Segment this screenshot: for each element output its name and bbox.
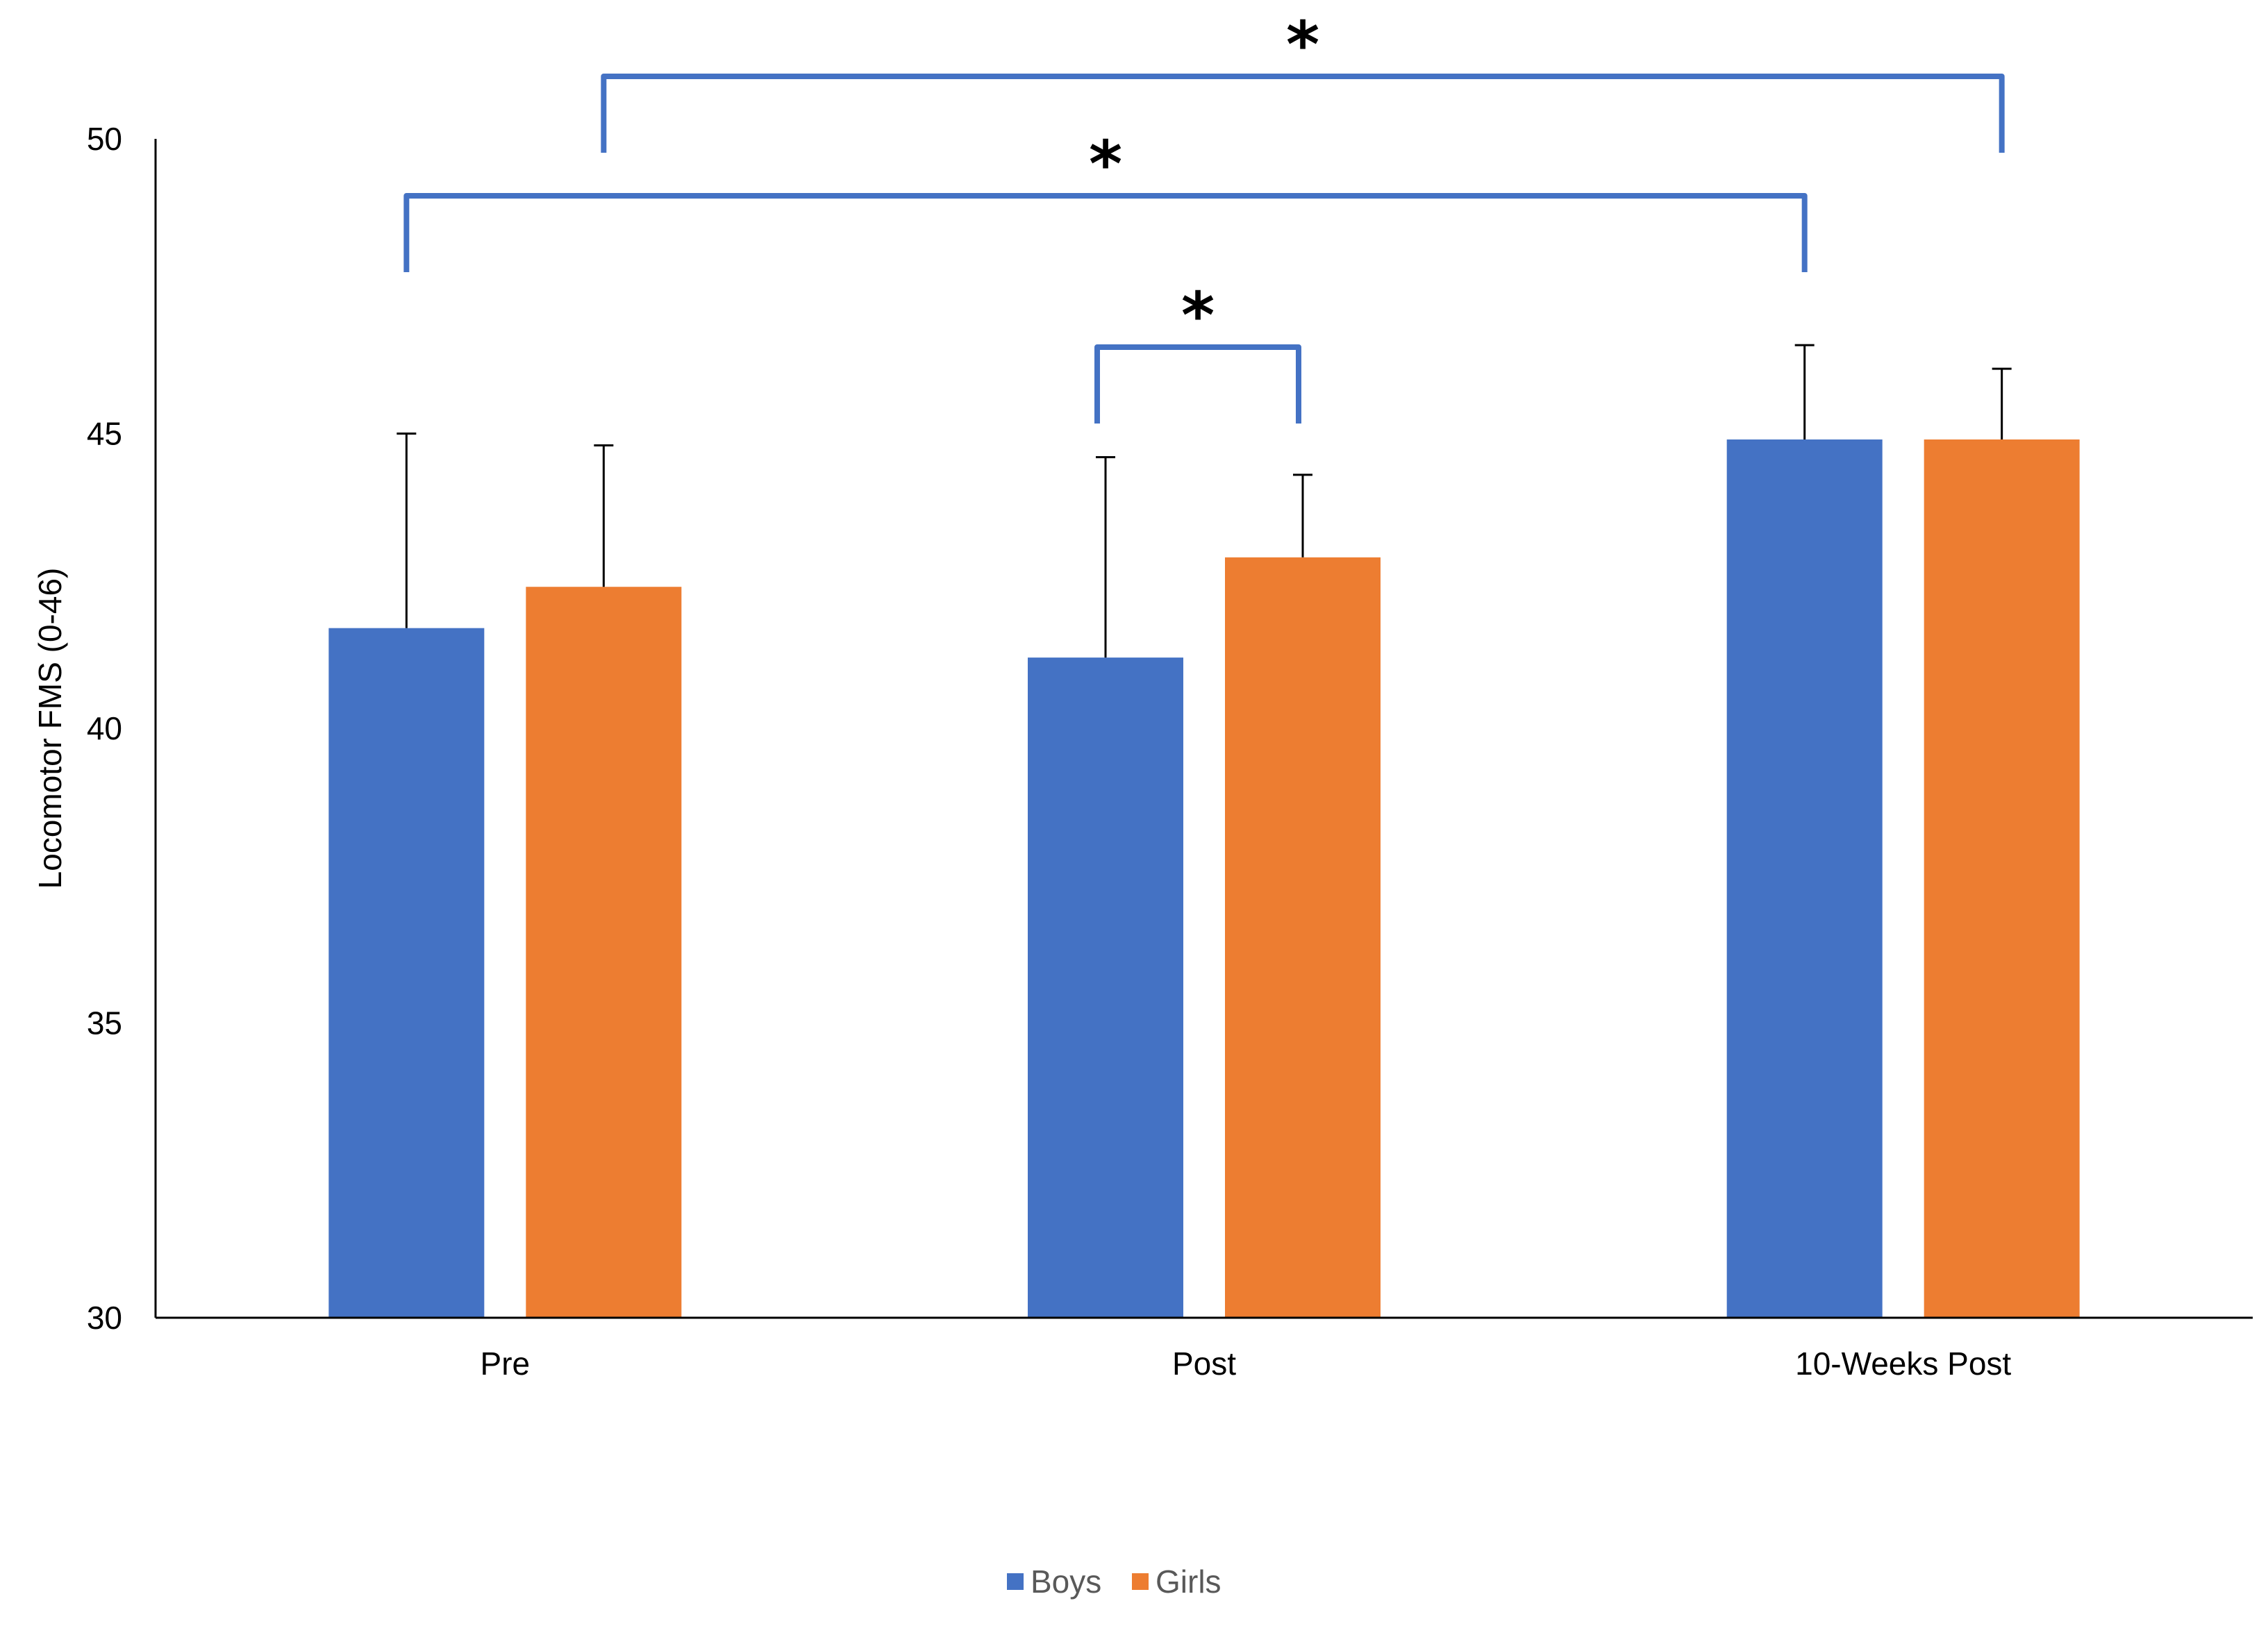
legend-label-boys: Boys <box>1031 1564 1101 1600</box>
significance-bracket <box>1094 344 1301 424</box>
bar-girls <box>526 587 682 1318</box>
legend-label-girls: Girls <box>1156 1564 1221 1600</box>
y-tick-label: 45 <box>87 416 122 452</box>
x-tick-label: Pre <box>481 1346 531 1382</box>
significance-bracket <box>601 74 2005 153</box>
y-tick-label: 40 <box>87 710 122 746</box>
y-tick-labels: 30 35 40 45 50 <box>87 121 122 1336</box>
significance-star: * <box>1089 127 1122 201</box>
error-bars <box>397 344 2012 658</box>
significance-bracket <box>403 193 1808 272</box>
legend-swatch-girls <box>1132 1573 1149 1590</box>
x-tick-labels: Pre Post 10-Weeks Post <box>481 1346 2012 1382</box>
bar-girls <box>1225 557 1381 1318</box>
bar-boys <box>328 628 485 1318</box>
bar-girls <box>1924 439 2080 1318</box>
y-tick-label: 50 <box>87 121 122 157</box>
axes <box>154 139 2253 1319</box>
bar-boys <box>1726 439 1883 1318</box>
x-tick-label: 10-Weeks Post <box>1795 1346 2011 1382</box>
x-tick-label: Post <box>1172 1346 1236 1382</box>
y-axis-title: Locomotor FMS (0-46) <box>32 568 68 889</box>
y-tick-label: 35 <box>87 1005 122 1041</box>
bars <box>328 439 2080 1318</box>
significance-brackets: * * * <box>403 8 2005 424</box>
bar-boys <box>1028 657 1183 1318</box>
significance-star: * <box>1181 278 1215 353</box>
significance-star: * <box>1286 8 1319 82</box>
legend: Boys Girls <box>1007 1564 1221 1600</box>
y-tick-label: 30 <box>87 1300 122 1336</box>
legend-swatch-boys <box>1007 1573 1024 1590</box>
